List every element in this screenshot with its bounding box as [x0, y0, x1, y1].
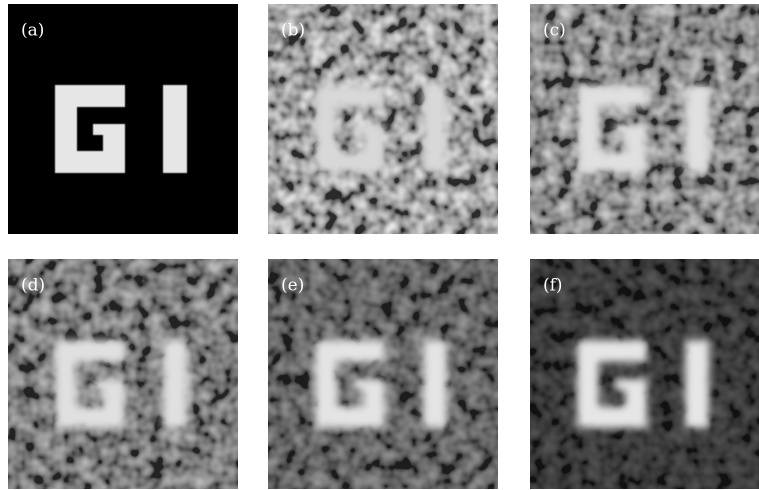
panel-label: (f): [543, 276, 563, 296]
image-panel: (e): [268, 259, 498, 489]
speckle-noise: [530, 259, 759, 489]
gi-object: [55, 85, 187, 173]
gi-object: [577, 340, 709, 428]
image-panel: (b): [268, 4, 498, 234]
image-panel: (f): [530, 259, 759, 489]
panel-label: (b): [281, 21, 305, 41]
gi-object: [577, 85, 709, 173]
panel-label: (c): [543, 21, 566, 41]
gi-object: [315, 85, 447, 173]
panel-label: (e): [281, 276, 304, 296]
panel-label: (a): [21, 21, 44, 41]
image-panel: (c): [530, 4, 759, 234]
gi-object: [315, 340, 447, 428]
panel-label: (d): [21, 276, 45, 296]
gi-object: [55, 340, 187, 428]
image-panel: (d): [8, 259, 238, 489]
figure: (a) (b) (c) (d) (e) (f): [0, 0, 759, 490]
image-panel: (a): [8, 4, 238, 234]
